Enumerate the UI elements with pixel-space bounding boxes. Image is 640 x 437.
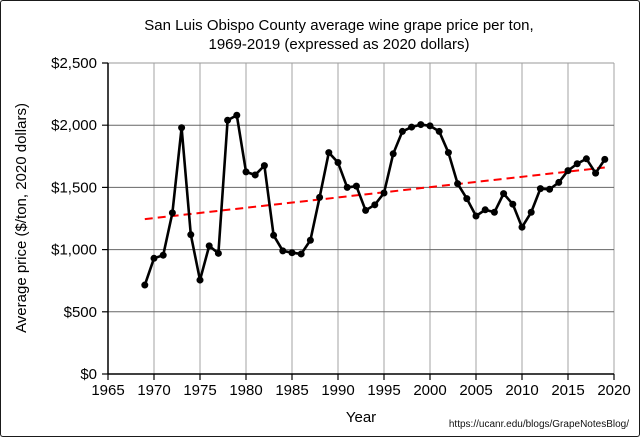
data-point-marker (325, 149, 333, 157)
chart-title-line2: 1969-2019 (expressed as 2020 dollars) (209, 36, 470, 53)
data-point-marker (601, 155, 609, 163)
data-point-marker (297, 250, 305, 258)
data-point-marker (564, 167, 572, 175)
x-tick-label: 1975 (183, 382, 216, 399)
y-tick-label: $1,000 (51, 242, 97, 259)
data-point-marker (251, 171, 259, 179)
source-url: https://ucanr.edu/blogs/GrapeNotesBlog/ (449, 419, 629, 430)
data-point-marker (444, 149, 452, 157)
x-tick-label: 1970 (137, 382, 170, 399)
data-point-marker (454, 180, 462, 188)
data-point-marker (187, 231, 195, 239)
data-point-marker (592, 169, 600, 177)
data-point-marker (224, 116, 232, 124)
data-point-marker (472, 212, 480, 220)
data-point-marker (389, 150, 397, 158)
data-point-marker (481, 206, 489, 214)
data-point-marker (582, 155, 590, 163)
data-point-marker (426, 122, 434, 130)
data-point-marker (242, 168, 250, 176)
data-point-marker (196, 276, 204, 284)
data-point-marker (417, 121, 425, 129)
x-tick-label: 1995 (367, 382, 400, 399)
data-point-marker (150, 254, 158, 262)
data-point-marker (518, 223, 526, 231)
data-point-marker (490, 208, 498, 216)
data-point-marker (352, 182, 360, 190)
x-tick-label: 2005 (459, 382, 492, 399)
y-tick-label: $500 (64, 304, 97, 321)
x-tick-label: 2015 (551, 382, 584, 399)
x-tick-label: 1990 (321, 382, 354, 399)
data-point-marker (159, 251, 167, 259)
x-tick-label: 1980 (229, 382, 262, 399)
data-point-marker (527, 208, 535, 216)
data-point-marker (408, 123, 416, 131)
data-point-marker (435, 127, 443, 135)
data-point-marker (205, 242, 213, 250)
price-series-line (143, 113, 607, 287)
data-point-marker (233, 111, 241, 119)
y-tick-label: $2,000 (51, 117, 97, 134)
x-tick-label: 2010 (505, 382, 538, 399)
data-point-marker (398, 127, 406, 135)
x-tick-label: 1985 (275, 382, 308, 399)
data-point-marker (306, 236, 314, 244)
data-point-marker (270, 231, 278, 239)
x-axis-title: Year (346, 409, 376, 426)
plot-area: 1965 1970 1975 1980 1985 1990 1995 2000 2005 2010… (51, 55, 631, 399)
data-point-marker (279, 247, 287, 255)
data-point-marker (536, 185, 544, 193)
y-axis-title: Average price ($/ton, 2020 dollars) (13, 103, 30, 333)
data-point-marker (178, 124, 186, 132)
data-point-marker (555, 178, 563, 186)
data-point-marker (463, 195, 471, 203)
data-point-marker (500, 190, 508, 198)
data-point-marker (288, 249, 296, 257)
data-point-marker (343, 183, 351, 191)
chart-title-line1: San Luis Obispo County average wine grap… (144, 17, 533, 34)
y-tick-label: $0 (80, 366, 97, 383)
y-tick-label: $2,500 (51, 55, 97, 72)
data-point-marker (509, 200, 517, 208)
data-point-marker (260, 162, 268, 170)
data-point-marker (362, 206, 370, 214)
data-point-marker (141, 281, 149, 289)
data-point-marker (334, 159, 342, 167)
x-tick-label: 2020 (597, 382, 630, 399)
y-tick-label: $1,500 (51, 179, 97, 196)
data-point-marker (168, 209, 176, 217)
data-point-marker (380, 189, 388, 197)
trendline (144, 166, 605, 221)
data-point-marker (573, 160, 581, 168)
data-point-marker (371, 201, 379, 209)
x-tick-label: 2000 (413, 382, 446, 399)
data-point-marker (546, 185, 554, 193)
x-tick-label: 1965 (91, 382, 124, 399)
data-point-marker (214, 249, 222, 257)
data-point-marker (316, 193, 324, 201)
